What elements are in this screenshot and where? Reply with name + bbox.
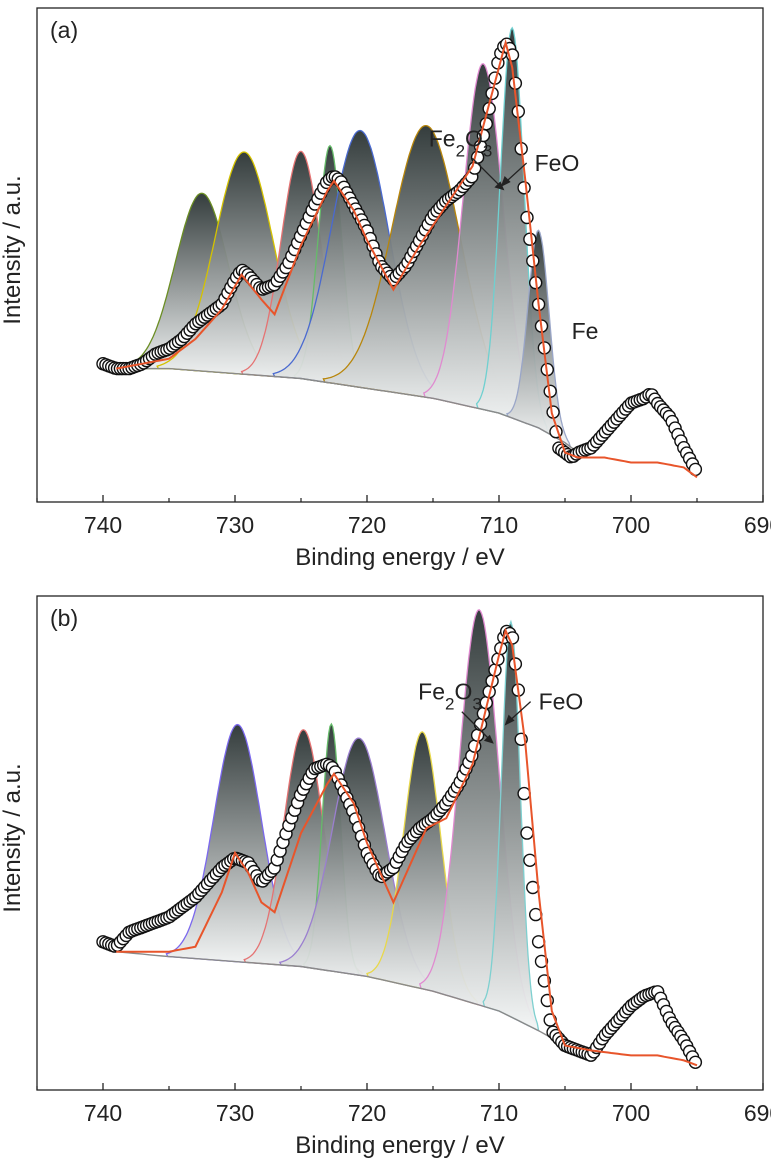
annotation-arrowhead — [500, 176, 511, 188]
data-point — [523, 232, 537, 246]
annotation-label: FeO — [539, 689, 584, 715]
fit-envelope-line — [116, 38, 698, 479]
x-axis-title: Binding energy / eV — [295, 1132, 504, 1159]
x-tick-label: 740 — [84, 512, 122, 538]
x-tick-label: 730 — [216, 512, 254, 538]
background-line — [116, 367, 579, 454]
x-tick-label: 730 — [216, 1100, 254, 1126]
panel-label: (a) — [50, 17, 78, 43]
x-axis-title: Binding energy / eV — [295, 544, 504, 571]
annotation-label: Fe2O3 — [418, 679, 482, 714]
x-tick-label: 690 — [744, 1100, 771, 1126]
annotation-arrowhead — [483, 734, 494, 744]
chart-panel-b: 740 730 720 710 700 690 Binding energy / eV Int… — [0, 595, 771, 1159]
annotation-label: FeO — [535, 150, 580, 176]
x-tick-label: 720 — [348, 512, 386, 538]
plot-frame — [36, 595, 764, 1091]
data-point — [517, 181, 531, 195]
chart-panel-a: 740 730 720 710 700 690 Binding energy / eV Int… — [0, 7, 771, 571]
x-tick-label: 690 — [744, 512, 771, 538]
annotation-label: Fe2O3 — [429, 125, 493, 160]
x-tick-label: 740 — [84, 1100, 122, 1126]
y-axis-title: Intensity / a.u. — [0, 175, 26, 324]
x-tick-label: 720 — [348, 1100, 386, 1126]
x-tick-label: 700 — [612, 512, 650, 538]
x-tick-label: 710 — [480, 512, 518, 538]
x-tick-label: 710 — [480, 1100, 518, 1126]
annotation-label: Fe — [572, 318, 599, 344]
data-point — [520, 826, 534, 840]
panel-label: (b) — [50, 605, 78, 631]
annotation-arrowhead — [504, 714, 515, 726]
background-line — [116, 951, 566, 1047]
data-point — [517, 786, 531, 801]
fit-envelope-line — [116, 627, 698, 1067]
y-axis-title: Intensity / a.u. — [0, 763, 26, 912]
annotation-arrow — [461, 711, 491, 741]
x-tick-label: 700 — [612, 1100, 650, 1126]
data-point — [534, 954, 549, 969]
data-point — [520, 210, 534, 225]
measured-data-markers — [96, 624, 703, 1070]
data-point — [523, 853, 537, 867]
annotation-arrow — [471, 157, 501, 187]
annotation-arrowhead — [494, 181, 505, 191]
plot-frame — [36, 7, 764, 503]
